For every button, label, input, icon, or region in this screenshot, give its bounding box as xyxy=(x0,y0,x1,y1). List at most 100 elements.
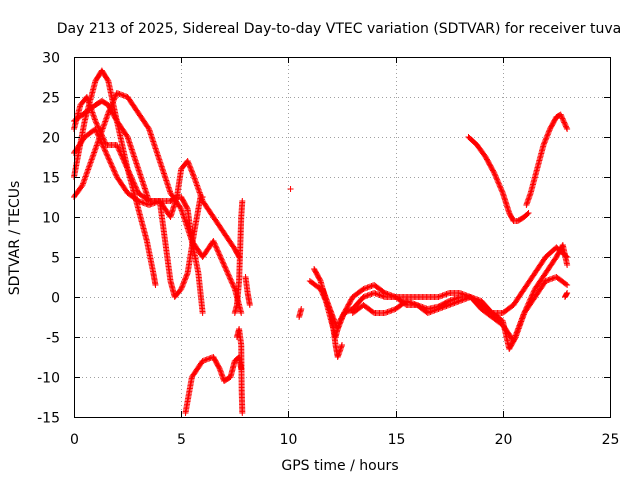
data-point xyxy=(514,328,521,335)
data-point xyxy=(186,162,193,168)
y-tick-label: -10 xyxy=(37,371,60,387)
data-point xyxy=(183,204,190,211)
data-point xyxy=(100,124,107,131)
data-point xyxy=(182,275,189,282)
data-point xyxy=(219,258,226,264)
data-point xyxy=(100,122,107,129)
data-point xyxy=(348,296,355,303)
data-point xyxy=(524,211,531,217)
data-point xyxy=(298,306,305,312)
data-point xyxy=(84,96,91,103)
data-point xyxy=(104,154,111,160)
data-point xyxy=(219,259,226,266)
data-point xyxy=(344,302,351,309)
data-point xyxy=(128,175,135,182)
data-point xyxy=(129,176,136,183)
data-point xyxy=(128,174,135,180)
data-point xyxy=(226,274,233,280)
data-point xyxy=(106,156,113,163)
data-point xyxy=(544,131,551,138)
data-point xyxy=(91,148,98,155)
data-point xyxy=(111,95,118,102)
data-point xyxy=(494,176,501,183)
data-point xyxy=(183,274,190,280)
data-point xyxy=(210,239,217,246)
data-point xyxy=(197,192,204,199)
data-point xyxy=(543,134,550,140)
data-point xyxy=(498,187,505,194)
data-point xyxy=(491,171,498,178)
data-point xyxy=(562,123,569,130)
data-point xyxy=(218,256,225,263)
data-point xyxy=(184,271,191,278)
data-point xyxy=(339,315,345,322)
data-point xyxy=(228,279,235,286)
data-point xyxy=(213,244,220,251)
data-point xyxy=(84,95,91,102)
data-point xyxy=(112,170,119,176)
data-point xyxy=(530,290,537,296)
data-point xyxy=(546,127,553,134)
data-point xyxy=(103,114,110,121)
data-point xyxy=(110,166,117,172)
y-tick-label: 10 xyxy=(42,211,60,227)
data-point xyxy=(100,136,107,143)
data-point xyxy=(336,322,343,328)
data-point xyxy=(287,186,294,192)
data-point xyxy=(121,159,128,166)
data-point xyxy=(557,111,564,118)
data-point xyxy=(227,275,234,282)
data-point xyxy=(229,280,236,287)
y-tick-label: 20 xyxy=(42,131,60,147)
data-point xyxy=(564,126,571,132)
data-point xyxy=(562,122,569,129)
data-point xyxy=(119,155,126,162)
data-point xyxy=(197,190,204,197)
data-point xyxy=(196,189,203,196)
data-point xyxy=(107,160,114,167)
data-point xyxy=(101,121,108,128)
data-point xyxy=(222,266,229,272)
data-point xyxy=(216,252,223,259)
data-point xyxy=(214,247,221,254)
data-point xyxy=(122,162,129,168)
data-point xyxy=(198,195,205,202)
data-point xyxy=(113,172,120,179)
data-point xyxy=(220,260,227,267)
data-point xyxy=(102,148,109,155)
data-point xyxy=(543,135,550,142)
data-point xyxy=(540,142,547,148)
data-point xyxy=(222,264,229,271)
data-point xyxy=(530,288,537,295)
data-point xyxy=(87,159,94,166)
data-point xyxy=(525,300,532,307)
data-point xyxy=(216,251,223,258)
data-point xyxy=(186,163,193,170)
data-point xyxy=(111,96,118,103)
data-point xyxy=(96,127,103,134)
data-point xyxy=(109,99,116,106)
data-point xyxy=(529,291,536,298)
data-point xyxy=(561,119,568,126)
data-point xyxy=(83,94,90,100)
data-point xyxy=(225,272,232,279)
data-point xyxy=(120,156,127,163)
data-point xyxy=(563,291,570,297)
data-point xyxy=(93,119,100,126)
data-point xyxy=(246,302,253,308)
data-point xyxy=(122,160,129,167)
y-tick-label: 15 xyxy=(42,171,60,187)
data-point xyxy=(97,130,104,136)
data-point xyxy=(225,271,232,278)
data-point xyxy=(519,314,526,321)
data-point xyxy=(118,151,125,158)
data-point xyxy=(116,148,123,155)
data-point xyxy=(90,112,97,119)
data-point xyxy=(514,329,521,336)
data-point xyxy=(544,132,551,139)
data-point xyxy=(496,182,503,188)
data-point xyxy=(178,286,185,292)
data-point xyxy=(495,180,502,187)
data-point xyxy=(131,182,138,188)
